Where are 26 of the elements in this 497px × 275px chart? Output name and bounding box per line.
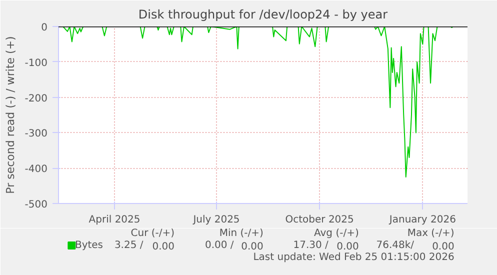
y-tick-label: -100 bbox=[24, 58, 48, 69]
text: 3.25 / bbox=[114, 240, 144, 251]
y-tick-label: -300 bbox=[24, 128, 48, 140]
text: Cur (-/+) bbox=[130, 228, 175, 239]
chart-title: Disk throughput for /dev/loop24 - by year bbox=[138, 8, 388, 22]
text: Avg (-/+) bbox=[314, 228, 359, 239]
text: 0.00 bbox=[241, 242, 264, 252]
text: 17.30 / bbox=[293, 240, 330, 251]
x-tick-label: January 2026 bbox=[388, 214, 456, 226]
text: 0.00 bbox=[152, 242, 175, 252]
y-tick-label: -200 bbox=[24, 93, 48, 104]
y-axis-title: Pr second read (-) / write (+) bbox=[4, 36, 17, 194]
x-tick-label: October 2025 bbox=[285, 214, 354, 226]
y-tick-label: 0 bbox=[41, 22, 48, 34]
y-tick-label: -400 bbox=[24, 164, 48, 176]
x-tick-label: April 2025 bbox=[88, 214, 140, 226]
x-tick-label: July 2025 bbox=[192, 214, 240, 226]
text: 76.48k/ bbox=[376, 240, 415, 251]
text: 0.00 / bbox=[204, 240, 234, 251]
text: 0.00 bbox=[336, 242, 359, 252]
text: 0.00 bbox=[432, 242, 454, 252]
text: Max (-/+) bbox=[407, 228, 454, 239]
y-tick-label: -500 bbox=[24, 200, 48, 210]
text: Last update: Wed Feb 25 01:15:00 2026 bbox=[253, 252, 454, 263]
legend-label: Bytes bbox=[74, 240, 104, 251]
text: Min (-/+) bbox=[219, 228, 264, 239]
